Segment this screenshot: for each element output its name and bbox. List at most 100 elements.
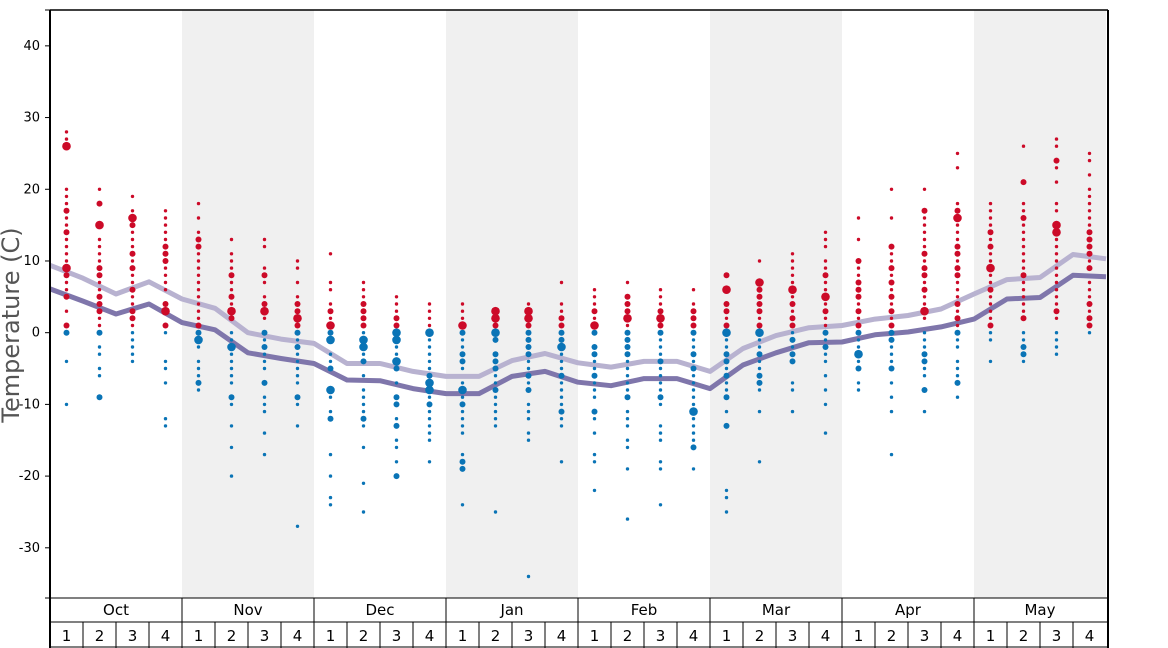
low-temp-dot [856, 388, 861, 392]
high-temp-dot [1021, 280, 1026, 285]
low-temp-dot [130, 359, 135, 364]
high-temp-dot [889, 216, 894, 220]
low-temp-dot [460, 409, 465, 414]
low-temp-dot [196, 359, 201, 364]
high-temp-dot [196, 201, 201, 206]
high-temp-dot [196, 259, 201, 263]
high-temp-dot [163, 280, 168, 285]
week-label: 2 [755, 627, 765, 645]
low-temp-dot [756, 351, 763, 358]
high-temp-dot [491, 306, 500, 316]
high-temp-dot [1087, 158, 1092, 163]
low-temp-dot [525, 329, 532, 336]
low-temp-dot [559, 366, 564, 371]
high-temp-dot [954, 265, 961, 272]
high-temp-dot [723, 301, 730, 307]
high-temp-dot [1054, 166, 1059, 170]
week-label: 1 [590, 627, 600, 645]
y-tick-label: 40 [23, 39, 40, 54]
low-temp-dot [96, 394, 103, 401]
low-temp-dot [755, 328, 764, 338]
high-temp-dot [823, 302, 828, 306]
week-label: 4 [689, 627, 699, 645]
high-temp-dot [1087, 201, 1092, 206]
high-temp-dot [955, 295, 960, 299]
low-temp-dot [790, 331, 795, 335]
low-temp-dot [592, 488, 597, 493]
low-temp-dot [328, 503, 333, 507]
low-temp-dot [988, 338, 993, 342]
low-temp-dot [361, 409, 366, 414]
week-label: 4 [1085, 627, 1095, 645]
low-temp-dot [624, 394, 631, 401]
low-temp-dot [559, 424, 564, 428]
low-temp-dot [691, 395, 696, 399]
high-temp-dot [196, 309, 201, 313]
high-temp-dot [1020, 315, 1027, 322]
high-temp-dot [955, 223, 960, 227]
low-temp-dot [493, 409, 498, 414]
high-temp-dot [657, 322, 664, 329]
high-temp-dot [163, 209, 168, 213]
high-temp-dot [790, 309, 795, 313]
high-temp-dot [130, 230, 135, 234]
high-temp-dot [1054, 316, 1059, 320]
low-temp-dot [591, 329, 598, 336]
high-temp-dot [491, 314, 500, 323]
week-label: 1 [194, 627, 204, 645]
high-temp-dot [922, 302, 927, 306]
high-temp-dot [1054, 302, 1059, 306]
low-temp-dot [856, 345, 861, 349]
high-temp-dot [1021, 230, 1026, 234]
high-temp-dot [823, 288, 828, 292]
high-temp-dot [790, 259, 795, 263]
high-temp-dot [229, 302, 234, 306]
low-temp-dot [460, 381, 465, 385]
low-temp-dot [889, 381, 894, 385]
high-temp-dot [130, 237, 135, 242]
low-temp-dot [724, 381, 729, 385]
low-temp-dot [525, 351, 532, 358]
high-temp-dot [96, 265, 103, 272]
low-temp-dot [493, 424, 498, 428]
low-temp-dot [955, 374, 960, 378]
high-temp-dot [889, 273, 894, 277]
high-temp-dot [1020, 179, 1027, 186]
high-temp-dot [97, 316, 102, 320]
week-label: 3 [392, 627, 402, 645]
high-temp-dot [1086, 265, 1093, 272]
high-temp-dot [524, 306, 533, 316]
week-label: 4 [557, 627, 567, 645]
low-temp-dot [1054, 352, 1059, 356]
low-temp-dot [427, 460, 432, 464]
high-temp-dot [1087, 194, 1092, 199]
high-temp-dot [1021, 244, 1026, 249]
low-temp-dot [394, 345, 399, 349]
low-temp-dot [360, 415, 367, 422]
high-temp-dot [1087, 259, 1092, 263]
low-temp-dot [724, 488, 729, 493]
high-temp-dot [195, 243, 202, 250]
low-temp-dot [724, 388, 729, 392]
high-temp-dot [130, 295, 135, 299]
low-temp-dot [327, 329, 334, 336]
low-temp-dot [459, 465, 466, 472]
week-label: 1 [854, 627, 864, 645]
low-temp-dot [559, 359, 564, 364]
high-temp-dot [1054, 137, 1059, 141]
low-temp-dot [691, 438, 696, 442]
high-temp-dot [1021, 209, 1026, 213]
low-temp-dot [625, 445, 630, 450]
high-temp-dot [64, 130, 69, 134]
low-temp-dot [328, 352, 333, 356]
week-label: 2 [359, 627, 369, 645]
high-temp-dot [524, 314, 533, 323]
high-temp-dot [855, 258, 862, 264]
high-temp-dot [97, 323, 102, 328]
high-temp-dot [1086, 250, 1093, 257]
high-temp-dot [1086, 315, 1093, 322]
low-temp-dot [326, 335, 335, 345]
high-temp-dot [427, 302, 432, 306]
low-temp-dot [526, 417, 531, 421]
low-temp-dot [328, 474, 333, 478]
